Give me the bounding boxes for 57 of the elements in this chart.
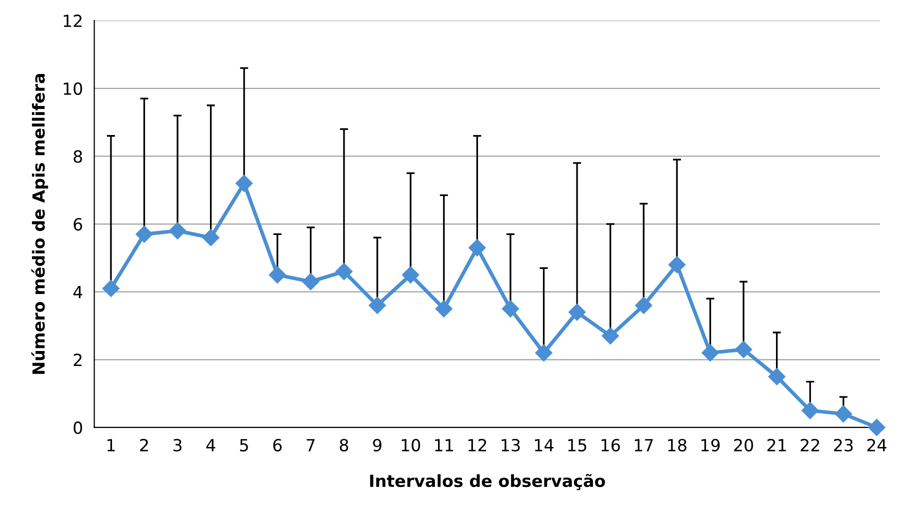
- y-tick-label: 0: [74, 421, 82, 434]
- y-tick-label: 10: [64, 82, 82, 95]
- x-tick-label: 21: [767, 438, 786, 452]
- point: [802, 402, 819, 420]
- point: [302, 273, 320, 290]
- x-tick-label: 13: [502, 438, 520, 452]
- point: [502, 300, 520, 318]
- point: [102, 280, 120, 297]
- y-tick-label: 4: [73, 286, 82, 298]
- point: [768, 368, 786, 386]
- point: [868, 418, 886, 436]
- x-tick-label: 7: [306, 439, 315, 452]
- x-tick-label: 9: [373, 438, 382, 452]
- point: [268, 266, 286, 284]
- point: [335, 262, 353, 280]
- x-tick-label: 18: [668, 438, 686, 452]
- y-tick-label: 2: [74, 354, 82, 366]
- point: [136, 226, 153, 243]
- point: [602, 327, 619, 344]
- y-tick-label: 6: [74, 218, 82, 231]
- point: [468, 239, 486, 256]
- x-tick-label: 17: [634, 439, 653, 452]
- x-tick-label: 10: [402, 438, 420, 452]
- x-tick-label: 15: [568, 439, 586, 452]
- x-tick-label: 22: [800, 438, 820, 452]
- point: [734, 340, 752, 358]
- point: [168, 222, 186, 240]
- point: [635, 296, 652, 314]
- x-tick-label: 24: [867, 438, 886, 452]
- x-tick-label: 14: [534, 439, 554, 452]
- x-tick-label: 19: [701, 438, 720, 452]
- x-axis-title: Intervalos de observação: [370, 474, 605, 490]
- point: [236, 174, 253, 192]
- point: [834, 405, 852, 422]
- x-tick-label: 6: [273, 438, 282, 452]
- x-tick-label: 4: [206, 439, 216, 452]
- point: [702, 344, 719, 362]
- point: [402, 266, 420, 284]
- x-tick-label: 5: [240, 439, 248, 452]
- x-tick-label: 20: [734, 438, 754, 452]
- y-tick-label: 8: [74, 150, 82, 163]
- y-tick-label: 12: [64, 14, 82, 27]
- point: [535, 344, 552, 362]
- x-tick-label: 2: [140, 438, 148, 452]
- point: [435, 300, 452, 318]
- point: [668, 256, 686, 274]
- x-tick-label: 8: [340, 438, 348, 452]
- x-tick-label: 16: [602, 438, 620, 452]
- point: [368, 296, 386, 314]
- x-tick-label: 12: [468, 438, 486, 452]
- point: [202, 229, 220, 246]
- x-tick-label: 23: [834, 438, 853, 452]
- x-tick-label: 3: [173, 438, 182, 452]
- y-axis-title: Número médio de Apis mellifera: [31, 74, 48, 374]
- x-tick-label: 11: [435, 439, 453, 452]
- x-tick-label: 1: [107, 439, 115, 452]
- point: [568, 304, 586, 321]
